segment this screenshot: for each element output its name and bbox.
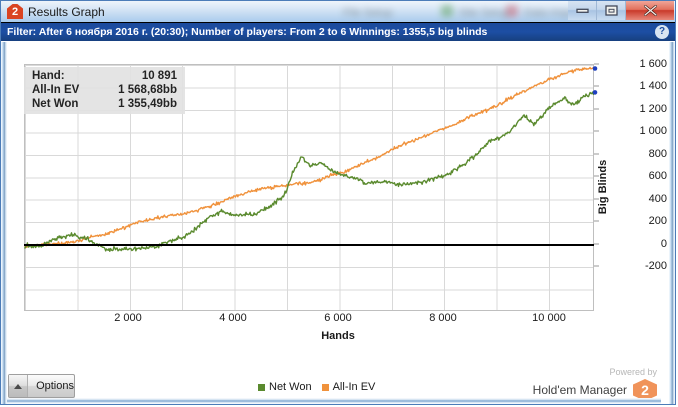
svg-text:Big Blinds: Big Blinds [597, 160, 609, 214]
